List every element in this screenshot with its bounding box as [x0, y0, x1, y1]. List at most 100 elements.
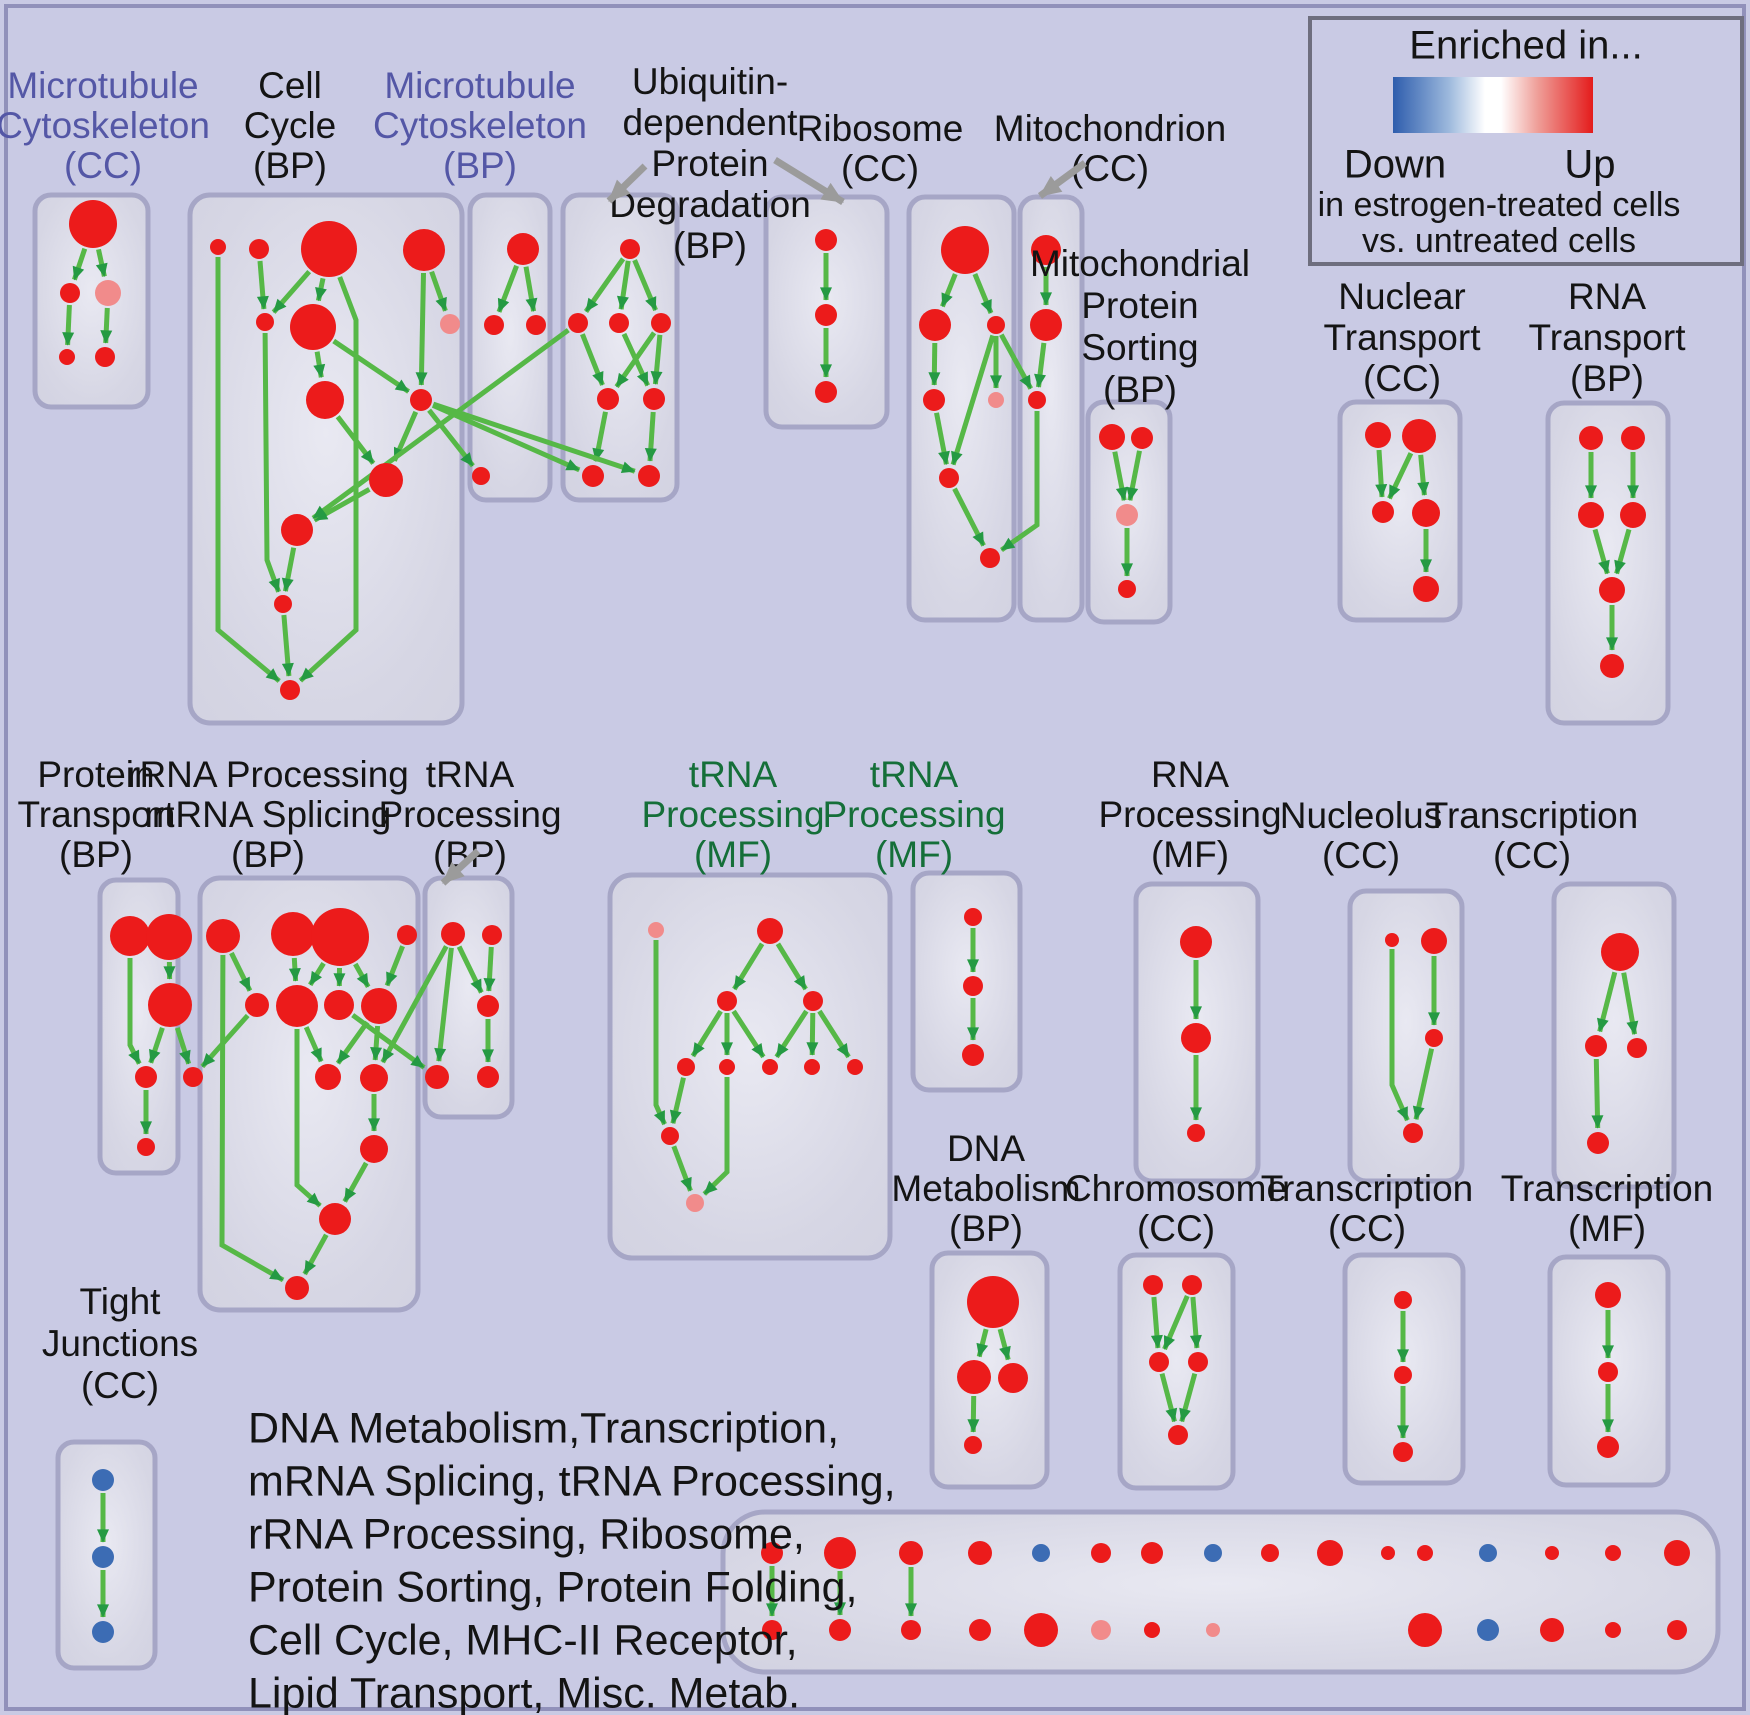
- graph-node-red: [980, 548, 1000, 568]
- graph-node-red: [1131, 427, 1153, 449]
- graph-node-red: [1664, 1540, 1690, 1566]
- cluster-label-ubiquitin-a: Degradation: [609, 184, 811, 225]
- graph-node-red: [285, 1276, 309, 1300]
- graph-node-red: [1605, 1622, 1621, 1638]
- edge-cell-cycle: [335, 415, 376, 465]
- cluster-box-dna-metabolism: [929, 1250, 1050, 1490]
- label-pointer-arrow-1: [773, 157, 845, 205]
- cluster-label-microtubule-bp: Microtubule: [384, 65, 575, 106]
- graph-node-red: [526, 315, 546, 335]
- edge-ribosome: [940, 273, 958, 308]
- graph-node-red: [757, 918, 783, 944]
- graph-node-red: [1413, 576, 1439, 602]
- graph-node-red: [319, 1203, 351, 1235]
- cluster-label-ubiquitin-a: dependent: [623, 102, 799, 143]
- graph-node-red: [477, 1066, 499, 1088]
- edge-transcription-cc-row2: [1597, 971, 1618, 1033]
- edge-ubiquitin-a: [621, 332, 650, 387]
- edge-transcription-cc-row2: [1621, 972, 1639, 1035]
- cluster-box-nuclear-transport: [1337, 399, 1463, 623]
- cluster-label-microtubule-bp: Cytoskeleton: [373, 105, 587, 146]
- graph-node-blue: [1204, 1544, 1222, 1562]
- graph-node-red: [1545, 1546, 1559, 1560]
- graph-node-red: [110, 916, 150, 956]
- graph-node-blue: [1032, 1544, 1050, 1562]
- cluster-label-microtubule-cc: Microtubule: [7, 65, 198, 106]
- graph-node-red: [1385, 933, 1399, 947]
- cluster-label-rna-processing-mf: RNA: [1151, 754, 1229, 795]
- cluster-label-chromosome: Chromosome: [1065, 1168, 1287, 1209]
- edge-microtubule-cc: [95, 248, 108, 278]
- graph-node-red: [762, 1059, 778, 1075]
- graph-node-red: [1024, 1613, 1058, 1647]
- edge-cross-rrna-processing-mrna-splicing-protein-transport: [200, 1013, 250, 1069]
- cluster-label-protein-transport: Transport: [18, 794, 176, 835]
- cluster-label-rna-transport: RNA: [1568, 276, 1646, 317]
- edge-chromosome: [1162, 1295, 1190, 1351]
- graph-node-blue: [92, 1469, 114, 1491]
- graph-node-red: [1317, 1540, 1343, 1566]
- graph-node-red: [1187, 1124, 1205, 1142]
- graph-node-red: [962, 1044, 984, 1066]
- edge-dna-metabolism: [997, 1328, 1011, 1361]
- cluster-label-mitochondrial-protein-sorting: Protein: [1081, 285, 1198, 326]
- graph-node-red: [1579, 426, 1603, 450]
- edge-ubiquitin-a: [580, 333, 605, 386]
- graph-node-red: [1144, 1622, 1160, 1638]
- edge-protein-transport: [127, 958, 142, 1065]
- cluster-label-cell-cycle: Cycle: [244, 105, 337, 146]
- edge-trna-processing-mf-1: [669, 1077, 686, 1124]
- cluster-label-mitochondrial-protein-sorting: (BP): [1103, 369, 1177, 410]
- graph-node-red: [484, 315, 504, 335]
- cluster-label-nuclear-transport: Nuclear: [1338, 276, 1466, 317]
- cluster-label-mitochondrion: (CC): [1071, 148, 1149, 189]
- graph-node-red: [1099, 424, 1125, 450]
- graph-node-red: [719, 1059, 735, 1075]
- graph-node-blue: [1477, 1619, 1499, 1641]
- graph-node-red: [137, 1138, 155, 1156]
- cluster-label-trna-processing-mf-2: Processing: [822, 794, 1005, 835]
- edge-nucleolus: [1412, 1048, 1435, 1120]
- graph-node-red: [472, 467, 490, 485]
- edge-cell-cycle: [298, 276, 359, 683]
- edge-ribosome: [952, 487, 986, 547]
- cluster-label-transcription-mf: Transcription: [1501, 1168, 1713, 1209]
- cluster-label-microtubule-cc: Cytoskeleton: [0, 105, 210, 146]
- graph-node-pink: [1116, 504, 1138, 526]
- edge-chromosome: [1189, 1296, 1202, 1349]
- graph-node-red: [1393, 1442, 1413, 1462]
- graph-node-pink: [440, 314, 460, 334]
- edge-cross-ribosome-mitochondrion: [999, 333, 1033, 390]
- graph-node-red: [410, 389, 432, 411]
- graph-node-red: [661, 1127, 679, 1145]
- graph-node-red: [183, 1067, 203, 1087]
- graph-node-red: [1181, 1023, 1211, 1053]
- cluster-label-trna-processing-mf-1: Processing: [641, 794, 824, 835]
- edge-rrna-processing-mrna-splicing: [288, 957, 301, 982]
- graph-node-red: [360, 1064, 388, 1092]
- graph-node-red: [369, 463, 403, 497]
- legend-subtitle-2: vs. untreated cells: [1362, 222, 1636, 260]
- graph-node-pink: [648, 922, 664, 938]
- edge-cell-cycle: [271, 269, 312, 314]
- edge-cell-cycle: [215, 257, 281, 683]
- node-layer: [59, 200, 1690, 1647]
- cluster-label-trna-processing-mf-2: (MF): [875, 834, 953, 875]
- edge-layer: [62, 247, 1639, 1618]
- graph-node-red: [1091, 1543, 1111, 1563]
- cluster-label-protein-transport: (BP): [59, 834, 133, 875]
- cluster-label-rrna-processing-mrna-splicing: rRNA Processing: [127, 754, 409, 795]
- edge-cell-cycle: [281, 547, 297, 592]
- graph-node-red: [620, 239, 640, 259]
- edge-cross-ubiquitin-a-cell-cycle: [311, 328, 570, 521]
- cluster-label-nucleolus: (CC): [1322, 835, 1400, 876]
- graph-node-red: [280, 680, 300, 700]
- graph-node-red: [148, 983, 192, 1027]
- graph-node-red: [638, 465, 660, 487]
- graph-node-red: [1261, 1544, 1279, 1562]
- edge-trna-processing-mf-1: [702, 1077, 730, 1196]
- graph-node-red: [1182, 1275, 1202, 1295]
- cluster-label-transcription-cc-row2: (CC): [1493, 835, 1571, 876]
- edge-cross-mitochondrion-ribosome: [1000, 411, 1040, 553]
- graph-node-red: [1394, 1366, 1412, 1384]
